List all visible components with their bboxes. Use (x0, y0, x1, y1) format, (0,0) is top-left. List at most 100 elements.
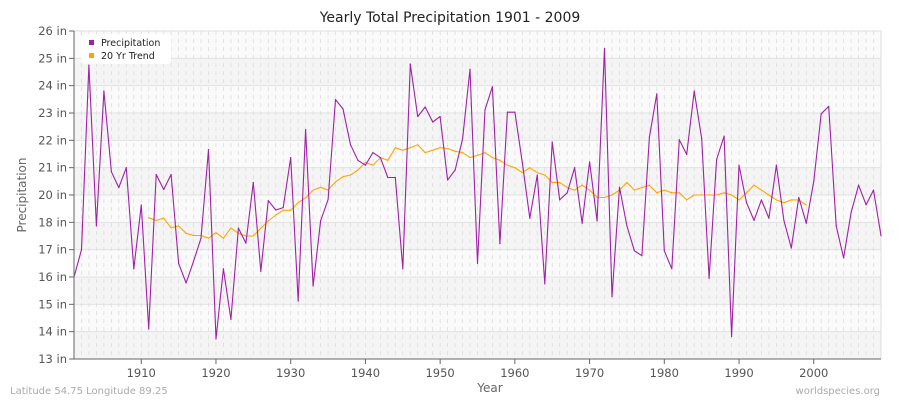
data-point-precipitation (125, 167, 127, 169)
data-point-precipitation (529, 217, 531, 219)
data-point-20-yr-trend (447, 147, 449, 150)
data-point-precipitation (723, 135, 725, 137)
data-point-precipitation (850, 211, 852, 214)
data-point-20-yr-trend (730, 194, 733, 196)
data-point-precipitation (813, 180, 815, 182)
data-point-precipitation (379, 156, 381, 159)
data-point-precipitation (693, 90, 695, 92)
data-point-20-yr-trend (596, 196, 598, 198)
y-tick-label: 26 in (38, 24, 67, 38)
data-point-20-yr-trend (506, 164, 508, 166)
data-point-precipitation (275, 209, 277, 211)
data-point-precipitation (245, 242, 247, 244)
data-point-precipitation (753, 219, 755, 222)
data-point-precipitation (798, 196, 800, 199)
data-point-20-yr-trend (148, 217, 150, 219)
x-tick-label: 1960 (500, 366, 529, 380)
data-point-precipitation (738, 164, 740, 166)
data-point-precipitation (491, 86, 494, 88)
data-point-precipitation (783, 219, 785, 222)
source-link[interactable]: worldspecies.org (796, 386, 880, 397)
data-point-20-yr-trend (656, 192, 658, 194)
data-point-precipitation (178, 262, 180, 264)
y-tick-label: 21 in (38, 161, 67, 175)
data-point-20-yr-trend (491, 156, 494, 159)
data-point-20-yr-trend (297, 202, 299, 204)
data-point-precipitation (536, 174, 538, 176)
data-point-precipitation (357, 159, 359, 161)
x-tick-label: 1930 (276, 366, 305, 380)
data-point-20-yr-trend (417, 144, 419, 146)
data-point-precipitation (633, 250, 636, 252)
data-point-precipitation (192, 260, 195, 262)
data-point-precipitation (327, 198, 329, 200)
data-point-20-yr-trend (745, 192, 748, 194)
y-tick-label: 14 in (38, 325, 67, 339)
data-point-precipitation (648, 136, 650, 138)
data-point-20-yr-trend (678, 192, 680, 194)
data-point-20-yr-trend (170, 227, 172, 229)
data-point-precipitation (364, 164, 367, 166)
data-point-20-yr-trend (394, 147, 396, 149)
data-point-precipitation (230, 318, 232, 320)
data-point-precipitation (140, 204, 142, 206)
data-point-precipitation (476, 262, 479, 264)
data-point-20-yr-trend (454, 150, 456, 152)
data-point-precipitation (237, 227, 239, 229)
data-point-precipitation (857, 184, 860, 186)
data-point-precipitation (775, 164, 777, 166)
data-point-20-yr-trend (716, 194, 718, 196)
data-point-precipitation (118, 187, 120, 189)
data-point-20-yr-trend (693, 194, 695, 196)
y-tick-label: 16 in (38, 270, 67, 284)
data-point-precipitation (148, 328, 150, 330)
x-tick-label: 2000 (799, 366, 828, 380)
data-point-precipitation (499, 243, 501, 245)
data-point-precipitation (603, 47, 606, 50)
data-point-precipitation (200, 237, 202, 239)
data-point-precipitation (290, 156, 292, 159)
data-point-precipitation (417, 115, 419, 118)
data-point-20-yr-trend (484, 152, 486, 154)
data-point-precipitation (559, 199, 561, 201)
vertical-gridlines (73, 31, 882, 359)
legend-swatch-precipitation (89, 40, 94, 45)
data-point-precipitation (581, 222, 583, 224)
data-point-20-yr-trend (319, 186, 322, 188)
data-point-precipitation (805, 222, 807, 224)
x-axis: 1910 1920 1930 1940 1950 1960 1970 1980 1990 2000 (127, 359, 828, 380)
data-point-precipitation (432, 121, 434, 123)
data-point-20-yr-trend (566, 187, 568, 189)
data-point-precipitation (319, 220, 322, 222)
data-point-precipitation (656, 93, 658, 95)
data-point-precipitation (828, 105, 830, 108)
data-point-precipitation (686, 153, 688, 156)
data-point-precipitation (611, 296, 613, 298)
data-point-precipitation (880, 235, 882, 237)
data-point-20-yr-trend (178, 225, 180, 227)
data-point-precipitation (574, 167, 576, 169)
data-point-20-yr-trend (648, 184, 650, 186)
data-point-precipitation (671, 268, 673, 270)
data-point-20-yr-trend (738, 199, 740, 201)
data-point-20-yr-trend (723, 192, 725, 194)
x-tick-label: 1910 (127, 366, 156, 380)
x-tick-label: 1950 (425, 366, 454, 380)
data-point-precipitation (163, 188, 165, 191)
data-point-20-yr-trend (222, 237, 225, 239)
data-point-precipitation (439, 115, 441, 118)
grid-band (74, 31, 881, 59)
data-point-20-yr-trend (499, 159, 501, 161)
data-point-20-yr-trend (387, 159, 389, 161)
legend-label-precipitation: Precipitation (101, 38, 160, 49)
data-point-20-yr-trend (521, 171, 523, 174)
data-point-precipitation (207, 149, 210, 151)
data-point-20-yr-trend (207, 237, 210, 239)
data-point-20-yr-trend (611, 194, 613, 196)
data-point-20-yr-trend (461, 152, 464, 154)
data-point-precipitation (663, 250, 665, 252)
data-point-20-yr-trend (476, 154, 479, 156)
y-tick-label: 13 in (38, 352, 67, 366)
y-tick-label: 22 in (38, 133, 67, 147)
y-axis-label: Precipitation (15, 157, 29, 232)
